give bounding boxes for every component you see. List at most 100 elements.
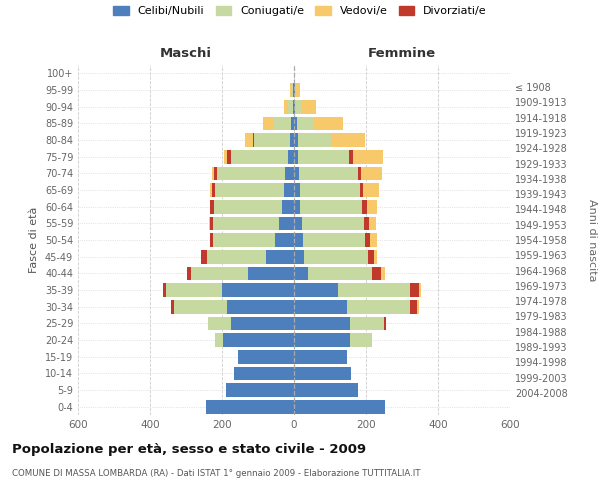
- Bar: [294, 250, 304, 264]
- Bar: [211, 183, 212, 197]
- Bar: [230, 150, 287, 164]
- Bar: [231, 316, 294, 330]
- Bar: [171, 300, 174, 314]
- Bar: [347, 300, 410, 314]
- Bar: [291, 116, 294, 130]
- Bar: [368, 250, 374, 264]
- Bar: [233, 366, 294, 380]
- Bar: [223, 333, 294, 347]
- Bar: [208, 316, 231, 330]
- Bar: [301, 200, 362, 213]
- Text: Femmine: Femmine: [368, 47, 436, 60]
- Bar: [210, 233, 214, 247]
- Bar: [353, 150, 383, 164]
- Bar: [301, 183, 360, 197]
- Bar: [419, 283, 421, 297]
- Bar: [371, 333, 372, 347]
- Bar: [304, 250, 368, 264]
- Bar: [210, 216, 214, 230]
- Bar: [417, 300, 419, 314]
- Bar: [214, 200, 283, 213]
- Bar: [294, 383, 358, 397]
- Bar: [283, 200, 294, 213]
- Bar: [302, 100, 316, 114]
- Bar: [294, 266, 308, 280]
- Bar: [226, 383, 294, 397]
- Bar: [215, 333, 216, 347]
- Bar: [238, 350, 294, 364]
- Bar: [284, 183, 294, 197]
- Bar: [214, 233, 275, 247]
- Bar: [365, 233, 370, 247]
- Y-axis label: Fasce di età: Fasce di età: [29, 207, 39, 273]
- Bar: [214, 216, 279, 230]
- Bar: [206, 250, 266, 264]
- Bar: [294, 366, 351, 380]
- Bar: [187, 266, 191, 280]
- Bar: [216, 333, 223, 347]
- Bar: [298, 133, 331, 147]
- Bar: [288, 100, 293, 114]
- Bar: [303, 233, 365, 247]
- Bar: [227, 150, 230, 164]
- Bar: [374, 250, 377, 264]
- Bar: [201, 250, 206, 264]
- Bar: [174, 300, 227, 314]
- Bar: [263, 116, 274, 130]
- Bar: [338, 283, 410, 297]
- Bar: [294, 300, 347, 314]
- Bar: [331, 133, 365, 147]
- Bar: [294, 100, 295, 114]
- Bar: [369, 216, 376, 230]
- Bar: [275, 233, 294, 247]
- Bar: [290, 133, 294, 147]
- Bar: [166, 283, 222, 297]
- Bar: [302, 216, 364, 230]
- Bar: [211, 200, 214, 213]
- Bar: [295, 100, 302, 114]
- Bar: [227, 300, 294, 314]
- Bar: [314, 116, 343, 130]
- Bar: [209, 216, 210, 230]
- Bar: [294, 350, 347, 364]
- Bar: [382, 266, 385, 280]
- Bar: [224, 150, 227, 164]
- Bar: [294, 316, 350, 330]
- Bar: [373, 266, 382, 280]
- Bar: [384, 316, 386, 330]
- Bar: [285, 166, 294, 180]
- Text: Popolazione per età, sesso e stato civile - 2009: Popolazione per età, sesso e stato civil…: [12, 442, 366, 456]
- Bar: [254, 133, 290, 147]
- Bar: [191, 266, 248, 280]
- Bar: [358, 166, 361, 180]
- Bar: [294, 183, 301, 197]
- Bar: [294, 283, 338, 297]
- Bar: [214, 166, 217, 180]
- Bar: [370, 233, 377, 247]
- Bar: [212, 183, 215, 197]
- Bar: [210, 200, 211, 213]
- Bar: [364, 183, 379, 197]
- Bar: [217, 166, 285, 180]
- Bar: [410, 300, 417, 314]
- Bar: [294, 150, 298, 164]
- Bar: [294, 83, 295, 97]
- Bar: [222, 283, 294, 297]
- Bar: [364, 216, 369, 230]
- Bar: [367, 200, 377, 213]
- Bar: [279, 216, 294, 230]
- Bar: [163, 283, 166, 297]
- Bar: [299, 166, 358, 180]
- Bar: [308, 266, 373, 280]
- Bar: [245, 133, 253, 147]
- Bar: [206, 400, 294, 413]
- Text: COMUNE DI MASSA LOMBARDA (RA) - Dati ISTAT 1° gennaio 2009 - Elaborazione TUTTIT: COMUNE DI MASSA LOMBARDA (RA) - Dati IST…: [12, 469, 421, 478]
- Bar: [360, 183, 364, 197]
- Bar: [284, 100, 288, 114]
- Bar: [212, 166, 214, 180]
- Legend: Celibi/Nubili, Coniugati/e, Vedovi/e, Divorziati/e: Celibi/Nubili, Coniugati/e, Vedovi/e, Di…: [113, 6, 487, 16]
- Bar: [294, 233, 303, 247]
- Bar: [297, 116, 314, 130]
- Bar: [293, 83, 294, 97]
- Bar: [294, 166, 299, 180]
